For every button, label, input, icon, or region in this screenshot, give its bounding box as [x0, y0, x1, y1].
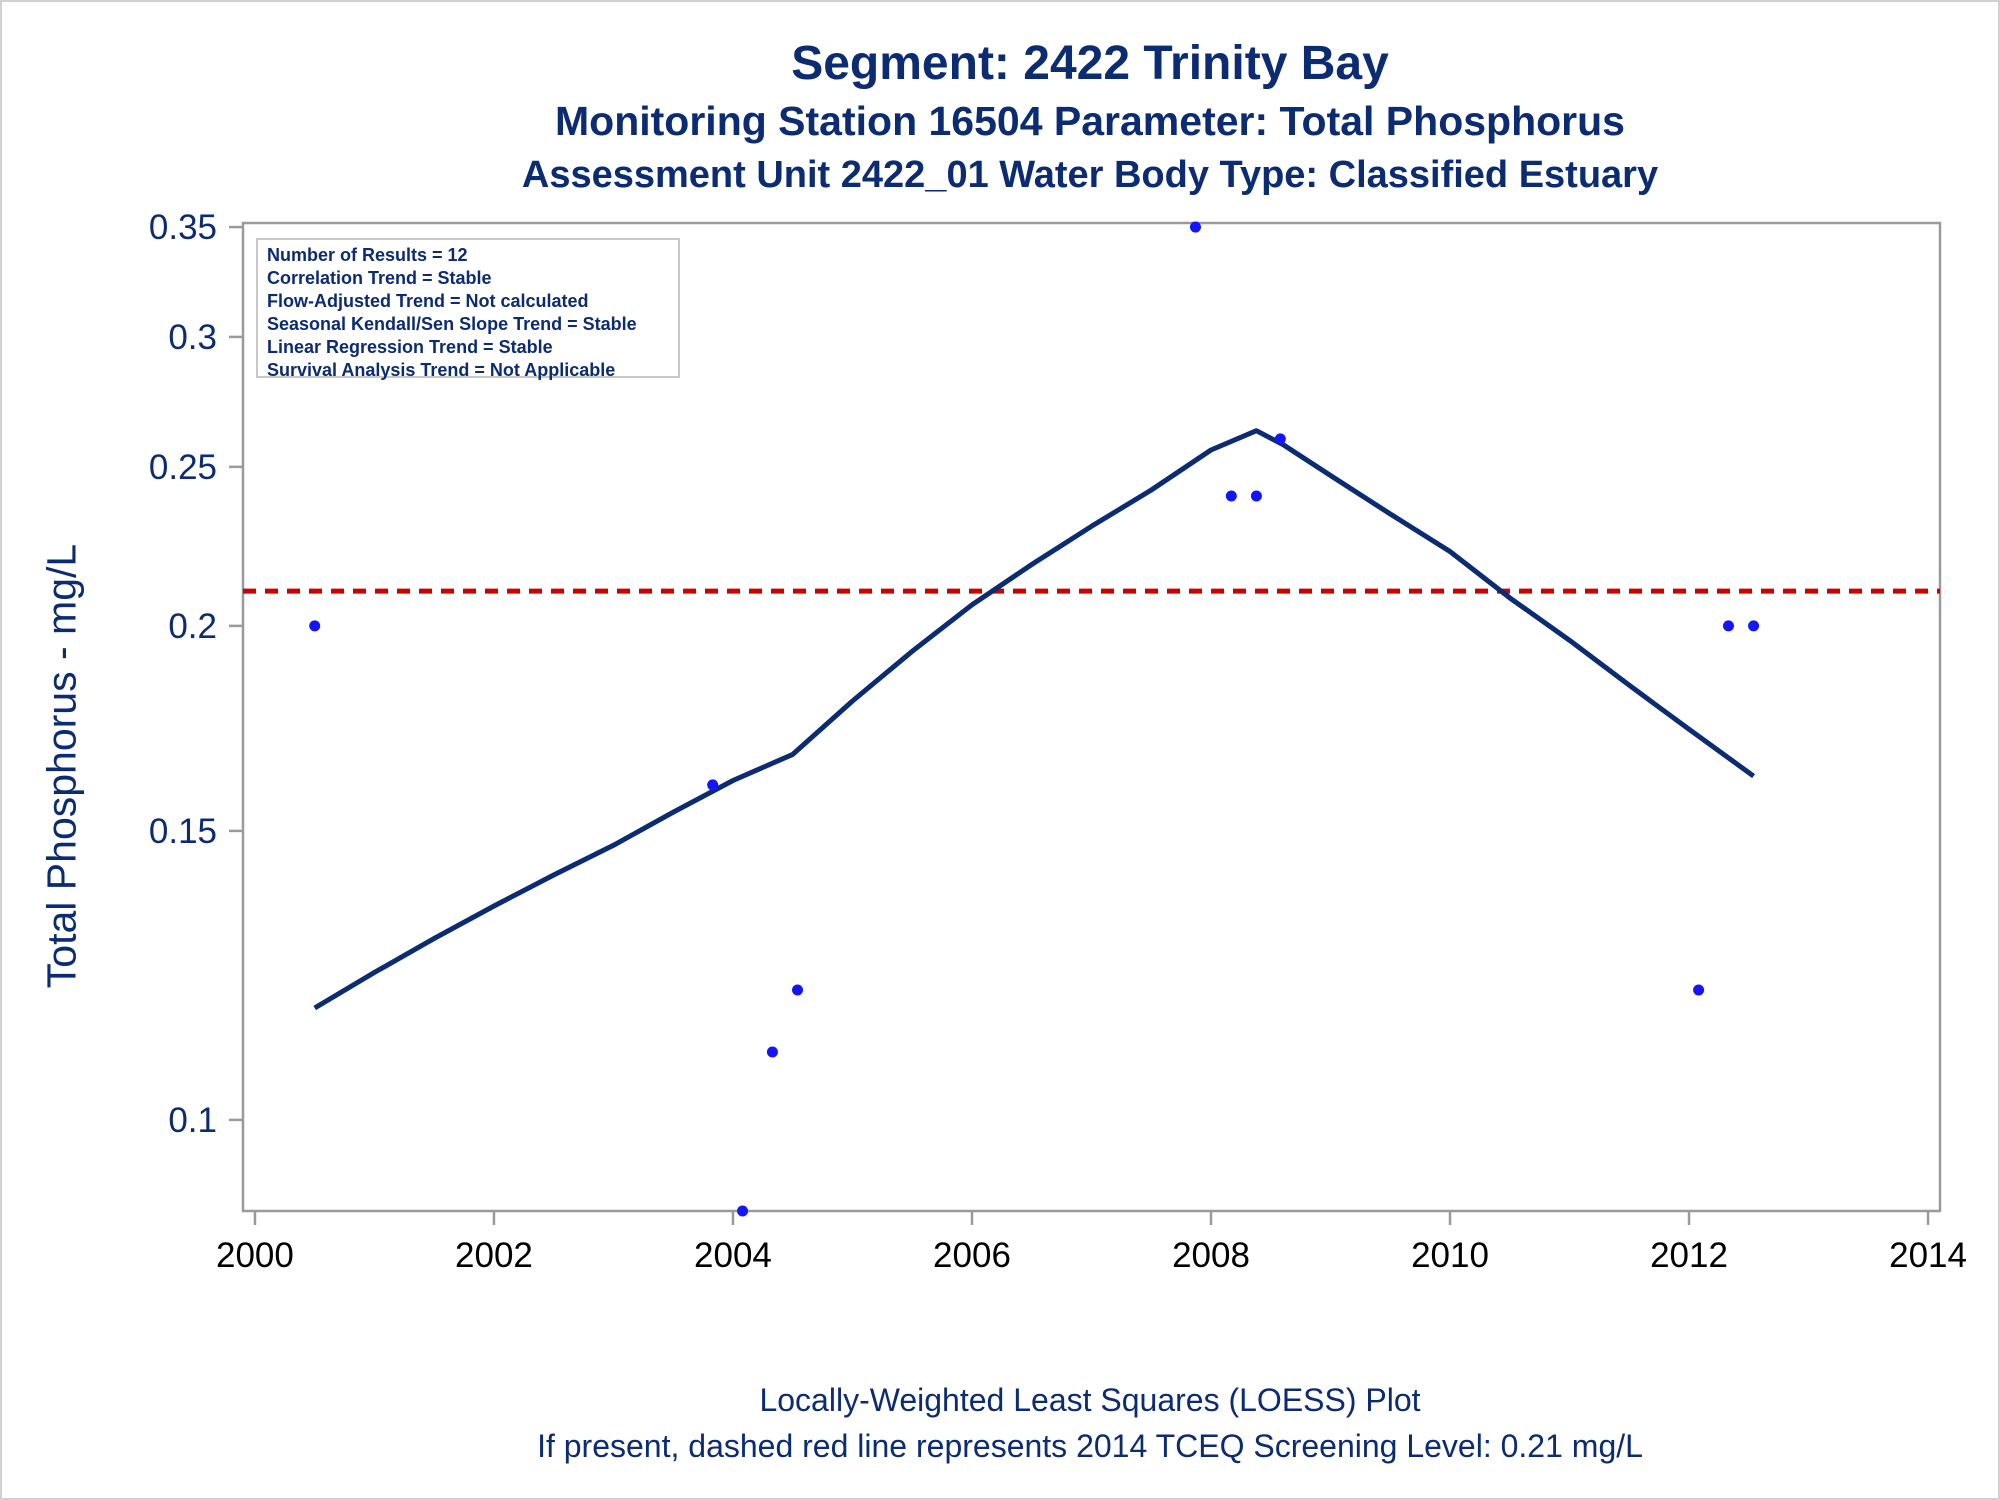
x-tick-label: 2008 — [1172, 1236, 1250, 1275]
y-tick-label: 0.25 — [149, 448, 217, 487]
trend-legend-line: Survival Analysis Trend = Not Applicable — [267, 360, 615, 380]
trend-legend-line: Number of Results = 12 — [267, 245, 468, 265]
data-point — [707, 779, 719, 791]
trend-legend-line: Flow-Adjusted Trend = Not calculated — [267, 291, 589, 311]
chart-subtitle-2: Assessment Unit 2422_01 Water Body Type:… — [521, 154, 1659, 196]
data-point — [1748, 620, 1760, 632]
y-tick-label: 0.2 — [168, 607, 217, 646]
x-tick-label: 2004 — [694, 1236, 772, 1275]
y-tick-label: 0.15 — [149, 812, 217, 851]
trend-legend-box — [256, 238, 680, 378]
x-tick-label: 2012 — [1650, 1236, 1728, 1275]
y-tick-label: 0.35 — [149, 208, 217, 247]
data-point — [766, 1046, 778, 1058]
data-point — [1693, 984, 1705, 996]
data-point — [1274, 433, 1286, 445]
chart-subtitle: Monitoring Station 16504 Parameter: Tota… — [555, 98, 1625, 144]
x-tick-label: 2002 — [455, 1236, 533, 1275]
data-point — [1189, 221, 1201, 233]
data-point — [309, 620, 321, 632]
data-point — [1250, 490, 1262, 502]
x-tick-label: 2006 — [933, 1236, 1011, 1275]
data-point — [1225, 490, 1237, 502]
x-tick-label: 2014 — [1889, 1236, 1967, 1275]
y-tick-label: 0.1 — [168, 1101, 217, 1140]
trend-legend-line: Correlation Trend = Stable — [267, 268, 492, 288]
chart-title: Segment: 2422 Trinity Bay — [791, 37, 1389, 90]
trend-legend-line: Linear Regression Trend = Stable — [267, 337, 553, 357]
trend-legend-line: Seasonal Kendall/Sen Slope Trend = Stabl… — [267, 314, 637, 334]
plot-area — [241, 221, 1942, 1213]
data-point — [1722, 620, 1734, 632]
loess-line — [313, 428, 1756, 1011]
data-point — [737, 1205, 749, 1217]
x-tick-label: 2010 — [1411, 1236, 1489, 1275]
footnote-loess: Locally-Weighted Least Squares (LOESS) P… — [759, 1382, 1421, 1418]
y-tick-label: 0.3 — [168, 318, 217, 357]
x-tick-label: 2000 — [216, 1236, 294, 1275]
data-point — [792, 984, 804, 996]
footnote-screening-level: If present, dashed red line represents 2… — [537, 1428, 1643, 1464]
